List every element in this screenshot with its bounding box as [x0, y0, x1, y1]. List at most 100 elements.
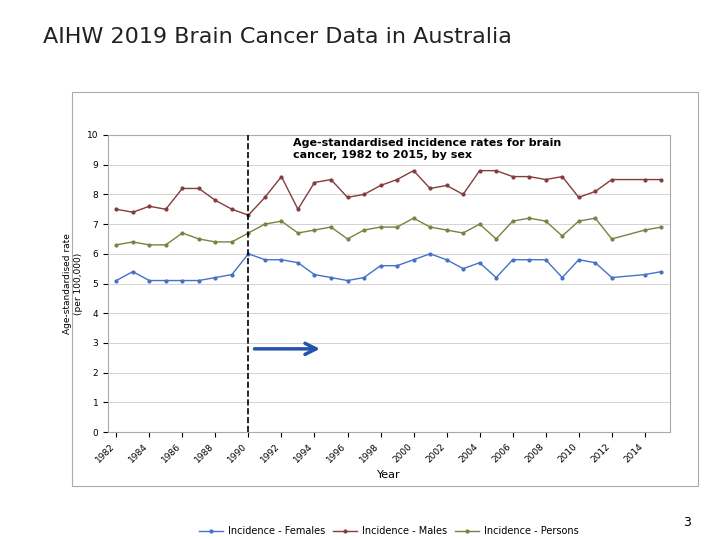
Incidence - Males	[591, 188, 600, 194]
Incidence - Females	[641, 272, 649, 278]
Y-axis label: Age-standardised rate
(per 100,000): Age-standardised rate (per 100,000)	[63, 233, 83, 334]
Incidence - Females	[475, 259, 484, 266]
Incidence - Males	[178, 185, 186, 192]
Text: 3: 3	[683, 516, 691, 529]
Incidence - Females	[459, 265, 467, 272]
Incidence - Persons	[145, 241, 153, 248]
Incidence - Persons	[277, 218, 286, 225]
Incidence - Males	[459, 191, 467, 198]
Incidence - Males	[343, 194, 352, 200]
Incidence - Males	[277, 173, 286, 180]
Incidence - Persons	[541, 218, 550, 225]
Incidence - Males	[194, 185, 203, 192]
Incidence - Males	[377, 182, 385, 188]
Incidence - Males	[442, 182, 451, 188]
X-axis label: Year: Year	[377, 470, 400, 480]
Incidence - Females	[211, 274, 220, 281]
Incidence - Males	[310, 179, 319, 186]
Incidence - Males	[261, 194, 269, 200]
Incidence - Persons	[492, 235, 500, 242]
Incidence - Males	[161, 206, 170, 212]
Incidence - Males	[228, 206, 236, 212]
Incidence - Persons	[244, 230, 253, 237]
Incidence - Males	[541, 176, 550, 183]
Incidence - Males	[475, 167, 484, 174]
Incidence - Persons	[508, 218, 517, 225]
Incidence - Persons	[475, 221, 484, 227]
Incidence - Females	[558, 274, 567, 281]
Incidence - Persons	[641, 227, 649, 233]
Incidence - Persons	[377, 224, 385, 230]
Incidence - Females	[377, 262, 385, 269]
Incidence - Females	[161, 277, 170, 284]
Text: AIHW 2019 Brain Cancer Data in Australia: AIHW 2019 Brain Cancer Data in Australia	[43, 27, 512, 47]
Incidence - Persons	[392, 224, 401, 230]
Incidence - Persons	[360, 227, 369, 233]
Incidence - Persons	[310, 227, 319, 233]
Incidence - Males	[145, 203, 153, 210]
Incidence - Persons	[128, 239, 137, 245]
Incidence - Females	[327, 274, 336, 281]
Incidence - Males	[558, 173, 567, 180]
Incidence - Females	[343, 277, 352, 284]
Legend: Incidence - Females, Incidence - Males, Incidence - Persons: Incidence - Females, Incidence - Males, …	[195, 522, 582, 540]
Incidence - Males	[508, 173, 517, 180]
Incidence - Males	[112, 206, 120, 212]
Incidence - Males	[608, 176, 616, 183]
Line: Incidence - Males: Incidence - Males	[115, 169, 662, 217]
Line: Incidence - Females: Incidence - Females	[115, 252, 662, 282]
Incidence - Persons	[228, 239, 236, 245]
Incidence - Persons	[261, 221, 269, 227]
Incidence - Females	[409, 256, 418, 263]
Incidence - Females	[657, 268, 666, 275]
Incidence - Persons	[409, 215, 418, 221]
Incidence - Males	[409, 167, 418, 174]
Incidence - Persons	[442, 227, 451, 233]
Incidence - Females	[426, 251, 434, 257]
Incidence - Persons	[575, 218, 583, 225]
Incidence - Persons	[161, 241, 170, 248]
Incidence - Persons	[327, 224, 336, 230]
Incidence - Persons	[525, 215, 534, 221]
Incidence - Females	[442, 256, 451, 263]
Incidence - Females	[112, 277, 120, 284]
Incidence - Persons	[657, 224, 666, 230]
Incidence - Females	[360, 274, 369, 281]
Incidence - Persons	[294, 230, 302, 237]
Incidence - Males	[128, 209, 137, 215]
Incidence - Females	[194, 277, 203, 284]
Incidence - Males	[327, 176, 336, 183]
Incidence - Females	[128, 268, 137, 275]
Incidence - Persons	[558, 233, 567, 239]
Incidence - Persons	[426, 224, 434, 230]
Incidence - Persons	[608, 235, 616, 242]
Incidence - Females	[228, 272, 236, 278]
Incidence - Females	[310, 272, 319, 278]
Text: Age-standardised incidence rates for brain
cancer, 1982 to 2015, by sex: Age-standardised incidence rates for bra…	[293, 138, 562, 160]
Incidence - Females	[591, 259, 600, 266]
Line: Incidence - Persons: Incidence - Persons	[115, 217, 662, 246]
Incidence - Males	[492, 167, 500, 174]
Incidence - Females	[392, 262, 401, 269]
Incidence - Females	[492, 274, 500, 281]
Incidence - Males	[211, 197, 220, 204]
Incidence - Persons	[459, 230, 467, 237]
Incidence - Males	[575, 194, 583, 200]
Incidence - Females	[277, 256, 286, 263]
Incidence - Persons	[343, 235, 352, 242]
Incidence - Males	[392, 176, 401, 183]
Incidence - Females	[508, 256, 517, 263]
Incidence - Females	[244, 251, 253, 257]
Incidence - Females	[145, 277, 153, 284]
Incidence - Persons	[211, 239, 220, 245]
Incidence - Females	[541, 256, 550, 263]
Incidence - Males	[294, 206, 302, 212]
Incidence - Males	[525, 173, 534, 180]
Incidence - Persons	[112, 241, 120, 248]
Incidence - Females	[525, 256, 534, 263]
Incidence - Persons	[194, 235, 203, 242]
Incidence - Males	[244, 212, 253, 218]
Incidence - Females	[178, 277, 186, 284]
Incidence - Males	[657, 176, 666, 183]
Incidence - Males	[426, 185, 434, 192]
